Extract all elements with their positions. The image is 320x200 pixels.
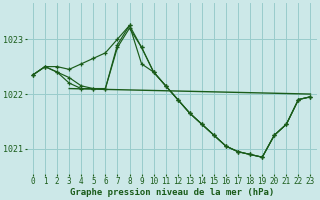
X-axis label: Graphe pression niveau de la mer (hPa): Graphe pression niveau de la mer (hPa) [70, 188, 274, 197]
